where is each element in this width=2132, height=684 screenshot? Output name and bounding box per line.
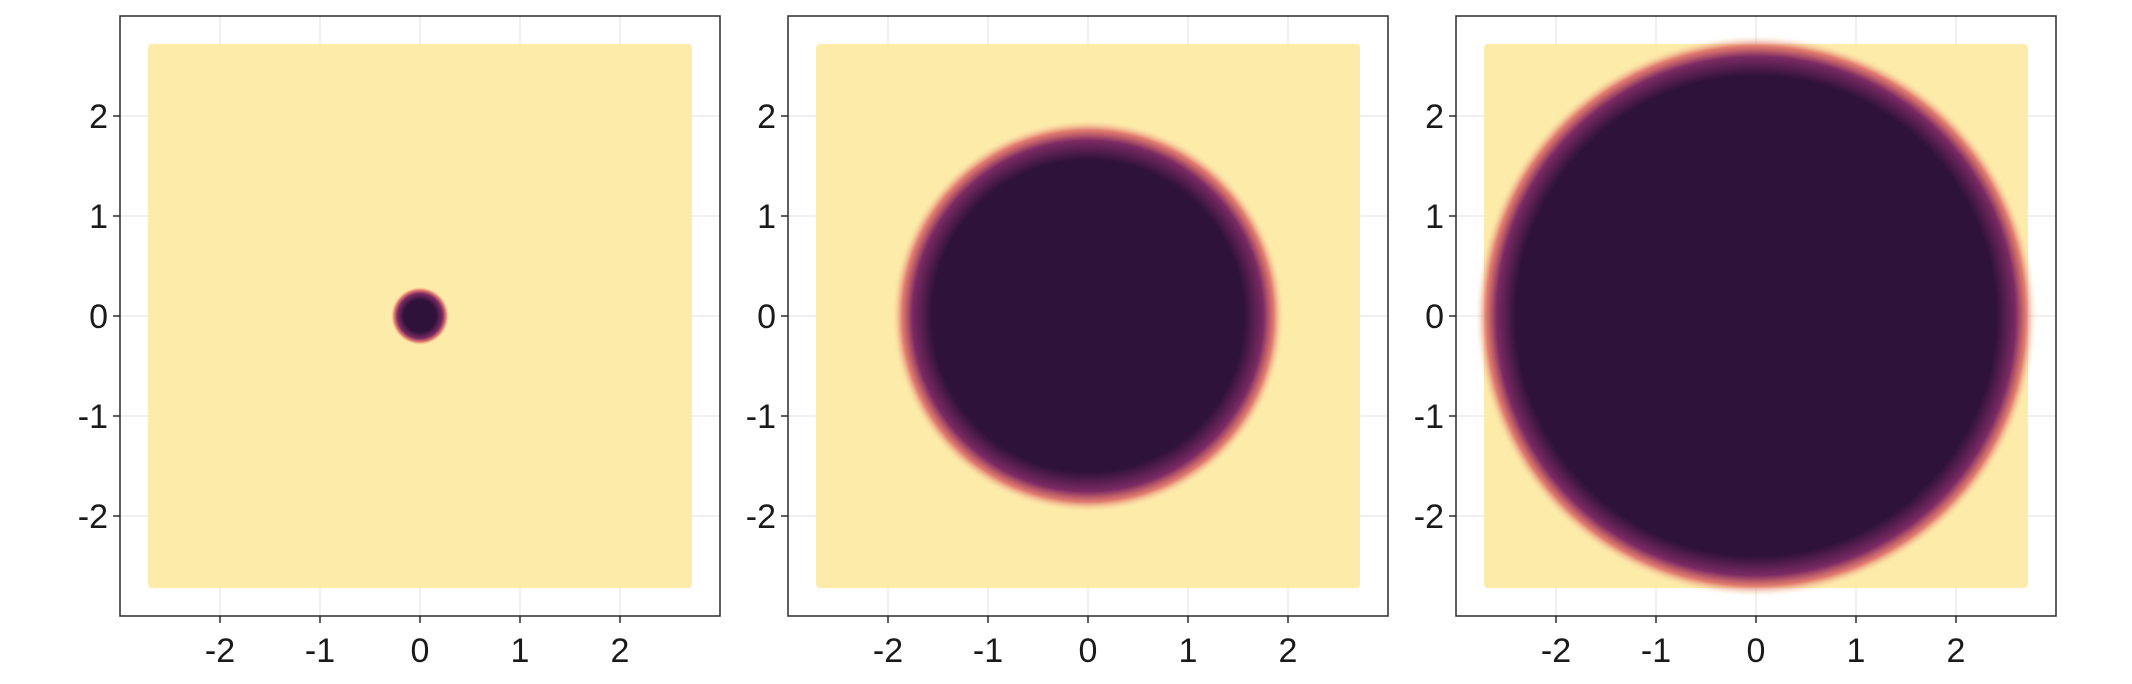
y-tick-label: 2 <box>89 98 108 136</box>
y-tick-label: -2 <box>1414 498 1444 536</box>
y-tick-label: 1 <box>1425 198 1444 236</box>
panels: -2 -1 0 1 2 -2 -1 0 1 2 -2 -1 0 1 2 -2 -1 0 1 2 -2 -1 0 1 2 -2 -1 0… <box>78 15 2057 670</box>
x-tick-label: -1 <box>973 632 1003 670</box>
panel-2: -2 -1 0 1 2 -2 -1 0 1 2 <box>746 15 1389 670</box>
x-tick-label: -2 <box>873 632 903 670</box>
panel-3: -2 -1 0 1 2 -2 -1 0 1 2 <box>1414 15 2057 670</box>
y-tick-label: -2 <box>746 498 776 536</box>
y-tick-label: 0 <box>757 298 776 336</box>
x-tick-label: -2 <box>1541 632 1571 670</box>
x-tick-label: 0 <box>1747 632 1766 670</box>
y-tick-label: -1 <box>78 398 108 436</box>
x-tick-label: 2 <box>1279 632 1298 670</box>
x-tick-label: -1 <box>1641 632 1671 670</box>
x-tick-label: -1 <box>305 632 335 670</box>
panel-1: -2 -1 0 1 2 -2 -1 0 1 2 <box>78 15 721 670</box>
x-tick-label: 1 <box>1179 632 1198 670</box>
y-tick-label: -2 <box>78 498 108 536</box>
disc-region <box>891 119 1285 513</box>
y-tick-label: 1 <box>89 198 108 236</box>
y-tick-label: 1 <box>757 198 776 236</box>
y-tick-label: -1 <box>1414 398 1444 436</box>
disc-region <box>1475 35 2037 597</box>
y-tick-label: 0 <box>1425 298 1444 336</box>
x-tick-label: 0 <box>1079 632 1098 670</box>
y-tick-label: 2 <box>757 98 776 136</box>
x-tick-label: 1 <box>1847 632 1866 670</box>
y-tick-label: -1 <box>746 398 776 436</box>
x-tick-label: -2 <box>205 632 235 670</box>
x-tick-label: 2 <box>1947 632 1966 670</box>
x-tick-label: 0 <box>411 632 430 670</box>
y-tick-label: 0 <box>89 298 108 336</box>
x-tick-label: 1 <box>511 632 530 670</box>
x-tick-label: 2 <box>611 632 630 670</box>
disc-region <box>390 286 450 346</box>
y-tick-label: 2 <box>1425 98 1444 136</box>
